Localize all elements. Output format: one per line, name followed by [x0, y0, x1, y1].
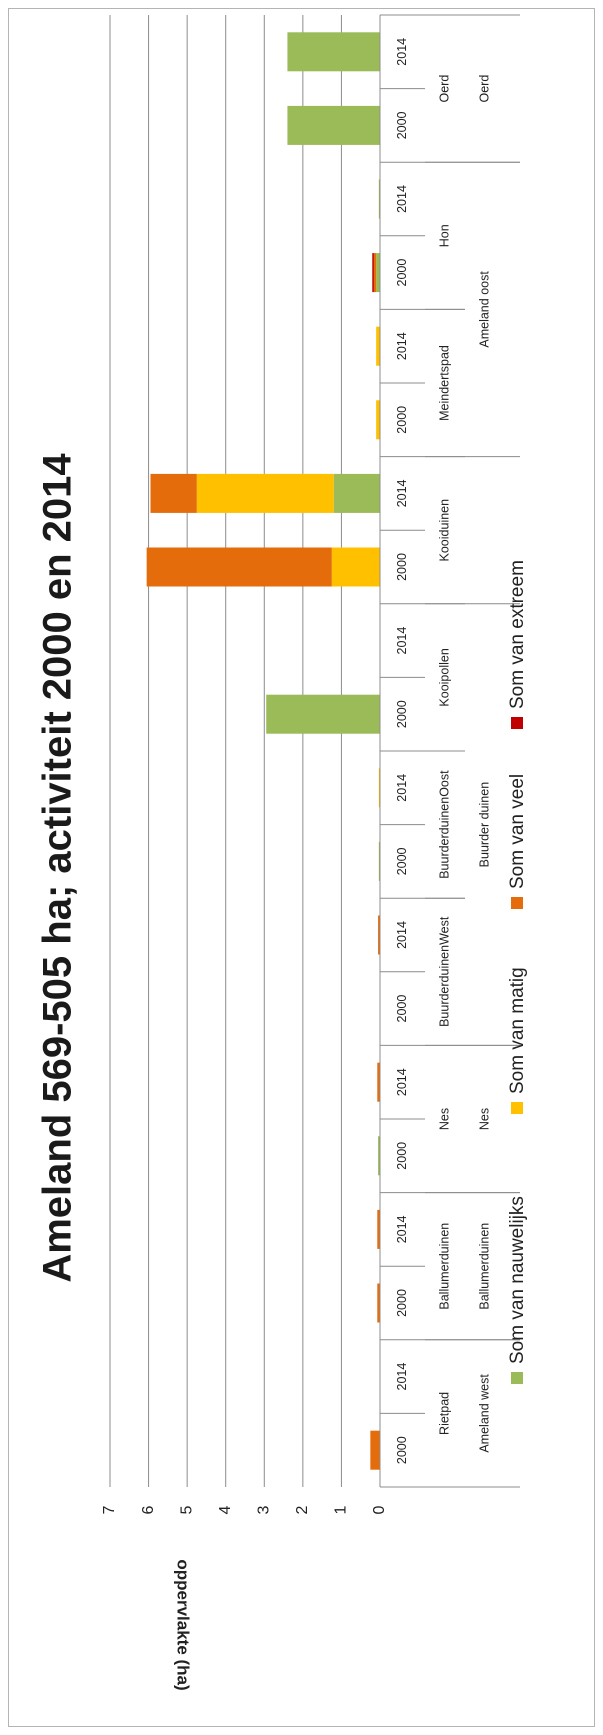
value-tick-label: 5: [178, 1505, 195, 1514]
bars: [146, 32, 381, 1470]
value-tick-label: 1: [333, 1505, 350, 1514]
category-year-label: 2014: [395, 1068, 409, 1096]
legend-swatch: [511, 897, 523, 909]
category-year-label: 2000: [395, 1289, 409, 1317]
category-sub-label: Nes: [437, 1108, 451, 1130]
bar-segment: [378, 1136, 380, 1176]
category-year-label: 2014: [395, 185, 409, 213]
category-group-label: Nes: [477, 1108, 491, 1130]
bar-segment: [376, 400, 380, 440]
category-group-label: Oerd: [477, 75, 491, 103]
category-sub-label: Rietpad: [437, 1392, 451, 1435]
category-sub-label: BuurderduinenOost: [437, 770, 451, 879]
category-year-label: 2000: [395, 700, 409, 728]
category-year-label: 2000: [395, 553, 409, 581]
bar-segment: [146, 547, 332, 587]
legend-swatch: [511, 717, 523, 729]
bar-segment: [373, 253, 377, 293]
bar-segment: [150, 473, 197, 513]
category-year-label: 2014: [395, 479, 409, 507]
bar-segment: [333, 473, 380, 513]
value-tick-label: 3: [256, 1505, 273, 1514]
category-sub-label: Ballumerduinen: [437, 1223, 451, 1310]
bar-segment: [287, 105, 380, 145]
category-year-label: 2000: [395, 259, 409, 287]
category-sub-label: Oerd: [437, 75, 451, 103]
legend-label: Som van nauwelijks: [507, 1196, 528, 1364]
bar-segment: [377, 1209, 380, 1249]
category-group-label: Buurder duinen: [477, 782, 491, 868]
value-tick-label: 7: [101, 1505, 118, 1514]
value-axis-ticks: 0 1 2 3 4 5 6 7: [101, 1505, 388, 1514]
legend-swatch: [511, 1372, 523, 1384]
legend-swatch: [511, 1102, 523, 1114]
category-year-label: 2014: [395, 38, 409, 66]
bar-segment: [266, 694, 380, 734]
bar-segment: [287, 32, 380, 72]
value-tick-label: 2: [294, 1505, 311, 1514]
category-year-label: 2000: [395, 847, 409, 875]
category-sub-label: Hon: [437, 224, 451, 247]
category-year-label: 2000: [395, 995, 409, 1023]
legend-label: Som van matig: [507, 967, 528, 1094]
category-year-label: 2000: [395, 1436, 409, 1464]
category-year-label: 2014: [395, 627, 409, 655]
value-tick-label: 4: [217, 1505, 234, 1514]
category-sub-label: Kooiduinen: [437, 499, 451, 562]
bar-segment: [370, 1430, 380, 1470]
category-group-label: Ameland west: [477, 1374, 491, 1453]
category-group-label: Ameland oost: [477, 271, 491, 348]
category-year-label: 2014: [395, 921, 409, 949]
category-year-label: 2014: [395, 1215, 409, 1243]
category-year-label: 2014: [395, 1363, 409, 1391]
category-sub-label: Kooipollen: [437, 648, 451, 706]
bar-segment: [377, 1283, 380, 1323]
category-year-label: 2000: [395, 1142, 409, 1170]
category-year-label: 2000: [395, 406, 409, 434]
bar-segment: [331, 547, 380, 587]
legend-label: Som van veel: [507, 774, 528, 889]
bar-segment: [372, 253, 374, 293]
value-tick-label: 6: [140, 1505, 157, 1514]
bar-segment: [376, 326, 380, 366]
value-tick-label: 0: [371, 1505, 388, 1514]
category-axis: 2000 2014 2000 2014 2000 2014 2000 2014 2000 2014…: [380, 14, 520, 1488]
bar-segment: [196, 473, 334, 513]
category-year-label: 2014: [395, 332, 409, 360]
category-group-label: Ballumerduinen: [477, 1223, 491, 1310]
category-year-label: 2000: [395, 111, 409, 139]
category-year-label: 2014: [395, 774, 409, 802]
category-sub-label: BuurderduinenWest: [437, 916, 451, 1027]
y-axis-label: oppervlakte (ha): [174, 1559, 193, 1690]
bar-segment: [376, 253, 380, 293]
chart-frame: [8, 8, 595, 1727]
category-sub-label: Meindertspad: [437, 345, 451, 421]
gridlines: [109, 15, 342, 1487]
bar-segment: [377, 1062, 380, 1102]
bar-segment: [378, 915, 380, 955]
chart-title: Ameland 569-505 ha; activiteit 2000 en 2…: [36, 453, 80, 1283]
legend: Som van nauwelijks Som van matig Som van v…: [507, 560, 528, 1384]
legend-label: Som van extreem: [507, 560, 528, 709]
